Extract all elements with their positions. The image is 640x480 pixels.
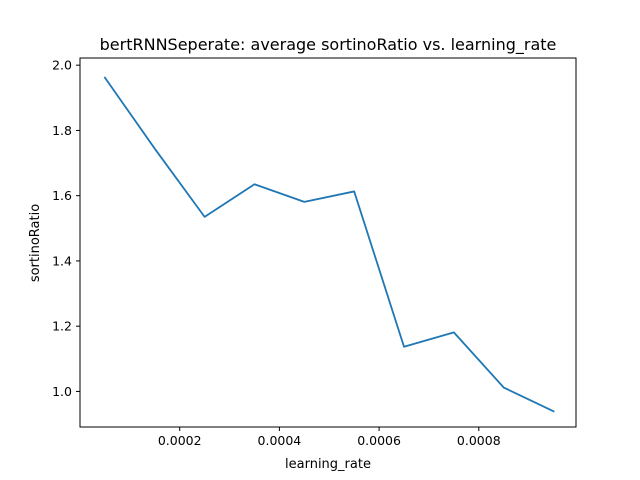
y-tick-label: 1.4 <box>52 253 72 268</box>
x-tick-label: 0.0004 <box>258 433 302 448</box>
y-tick-label: 1.0 <box>52 384 72 399</box>
chart-title: bertRNNSeperate: average sortinoRatio vs… <box>100 35 557 55</box>
y-axis-label: sortinoRatio <box>28 204 43 282</box>
x-tick-label: 0.0006 <box>357 433 401 448</box>
plot-frame <box>79 57 577 428</box>
series-line-0 <box>103 76 555 413</box>
x-axis-label: learning_rate <box>285 457 371 472</box>
plot-area: 0.0002 0.0004 0.0006 0.0008 1.0 1.2 1.4 1.6 1.8 2… <box>52 57 577 448</box>
x-tick-label: 0.0008 <box>457 433 501 448</box>
y-tick-label: 2.0 <box>52 58 72 73</box>
y-tick-label: 1.8 <box>52 123 72 138</box>
x-tick-label: 0.0002 <box>158 433 202 448</box>
y-tick-label: 1.6 <box>52 188 72 203</box>
y-tick-label: 1.2 <box>52 319 72 334</box>
